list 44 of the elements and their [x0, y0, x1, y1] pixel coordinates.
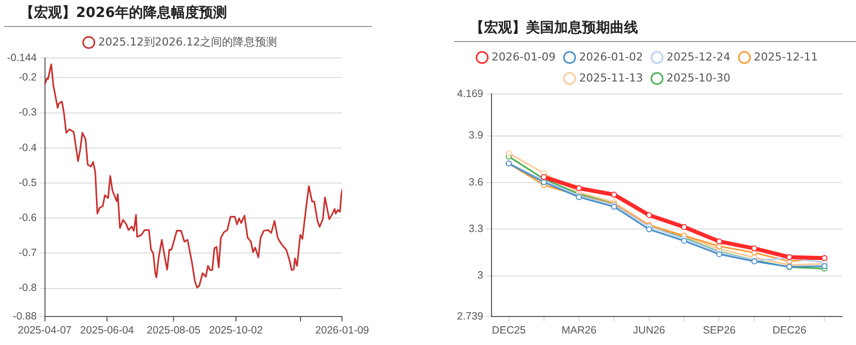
y-tick-label: -0.4	[18, 142, 37, 154]
point	[611, 192, 618, 198]
y-tick-label: 3.9	[468, 130, 484, 142]
y-tick-label: 4.169	[456, 88, 484, 100]
y-tick-label: -0.144	[6, 52, 37, 64]
y-tick-label: -0.8	[18, 282, 37, 294]
point	[751, 245, 758, 252]
y-tick-label: -0.3	[18, 106, 37, 119]
point	[821, 263, 828, 270]
y-tick-label: -0.2	[18, 72, 37, 84]
legend-label: 2025.12到2026.12之间的降息预测	[98, 35, 278, 48]
x-tick-label: 2026-01-09	[315, 324, 370, 337]
y-tick-label: 2.739	[456, 310, 484, 322]
point	[681, 224, 688, 230]
point	[576, 185, 582, 192]
point	[506, 150, 512, 156]
chart-title: 【宏观】美国加息预期曲线	[454, 15, 856, 42]
y-tick-label: -0.7	[18, 247, 37, 260]
y-tick-label: -0.6	[18, 212, 37, 224]
y-tick-label: 3	[477, 270, 484, 282]
legend-label: 2026-01-09	[492, 50, 556, 64]
point	[716, 243, 722, 250]
legend-label: 2025-12-11	[754, 50, 818, 64]
x-tick-label: 2025-06-04	[80, 324, 134, 337]
x-tick-label: 2025-04-07	[18, 324, 72, 337]
x-tick-label: 2025-08-05	[146, 324, 201, 337]
legend-label: 2026-01-02	[579, 50, 644, 64]
point	[646, 212, 652, 218]
y-tick-label: 3.3	[468, 223, 484, 236]
x-tick-label: DEC26	[772, 324, 806, 337]
y-tick-label: 3.6	[468, 176, 484, 188]
chart-title: 【宏观】2026年的降息幅度预测	[4, 0, 372, 27]
x-tick-label: MAR26	[561, 324, 597, 337]
y-tick-label: -0.88	[12, 310, 37, 322]
y-tick-label: -0.5	[18, 176, 37, 189]
x-tick-label: SEP26	[702, 324, 736, 337]
point	[646, 226, 652, 232]
legend-label: 2025-12-24	[666, 50, 730, 64]
point	[716, 238, 722, 244]
legend-label: 2025-10-30	[666, 71, 730, 84]
x-tick-label: 2025-10-02	[209, 324, 263, 337]
x-tick-label: JUN26	[633, 324, 666, 337]
x-tick-label: DEC25	[492, 324, 526, 337]
legend-label: 2025-11-13	[579, 71, 644, 84]
